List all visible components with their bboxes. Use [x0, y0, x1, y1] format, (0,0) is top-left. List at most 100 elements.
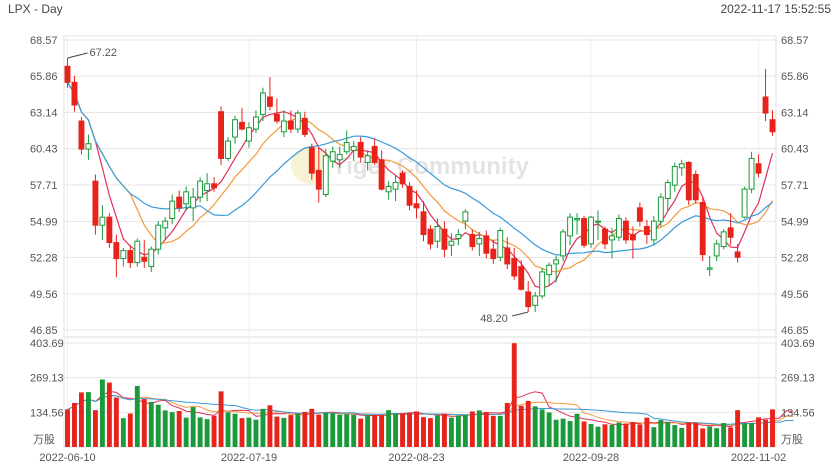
- candle-body: [162, 220, 169, 229]
- candle-body: [211, 183, 218, 189]
- volume-bar: [204, 419, 210, 447]
- volume-tick-right: 134.56: [781, 407, 815, 419]
- candle-body: [497, 230, 504, 258]
- volume-bar: [665, 422, 671, 447]
- volume-bar: [253, 419, 259, 447]
- volume-bar: [428, 418, 433, 447]
- volume-bar: [644, 417, 650, 447]
- volume-bar: [595, 426, 601, 447]
- volume-bar: [686, 422, 692, 447]
- price-tick-left: 68.57: [30, 35, 58, 47]
- volume-ma20-line: [67, 395, 794, 425]
- candle-body: [504, 247, 511, 265]
- candle-body: [406, 185, 413, 206]
- candle-body: [713, 243, 720, 257]
- timestamp-label: 2022-11-17 15:52:55: [720, 2, 831, 16]
- volume-bar: [134, 385, 140, 447]
- volume-tick-right: 269.13: [781, 373, 815, 385]
- volume-bar: [85, 392, 91, 447]
- volume-bar: [553, 419, 559, 447]
- volume-bar: [232, 413, 238, 447]
- volume-bar: [658, 419, 664, 447]
- candle-body: [525, 291, 532, 308]
- price-tick-right: 46.85: [781, 325, 809, 337]
- volume-unit-right: 万股: [781, 433, 803, 446]
- volume-bar: [351, 414, 357, 447]
- candle-body: [518, 266, 525, 290]
- candle-body: [699, 201, 706, 256]
- price-annotations: 67.22 48.20: [67, 47, 529, 325]
- candle-body: [120, 250, 127, 260]
- volume-bar: [539, 409, 545, 447]
- candle-body: [273, 113, 280, 122]
- price-tick-left: 49.56: [30, 289, 58, 301]
- candle-body: [85, 143, 92, 150]
- candle-body: [602, 228, 608, 245]
- volume-bar: [546, 412, 552, 447]
- price-tick-right: 57.71: [781, 180, 809, 192]
- volume-bar: [721, 423, 727, 447]
- volume-bar: [309, 408, 315, 447]
- candle-body: [595, 220, 601, 223]
- price-tick-left: 52.28: [30, 253, 58, 265]
- volume-bar: [448, 417, 454, 447]
- price-tick-right: 54.99: [781, 216, 809, 228]
- volume-bar: [574, 413, 580, 447]
- volume-bar: [162, 410, 168, 447]
- volume-bar: [714, 428, 720, 447]
- candle-body: [246, 127, 252, 142]
- volume-bar: [623, 423, 629, 447]
- volume-bar: [267, 405, 273, 447]
- volume-bar: [92, 410, 98, 447]
- candle-body: [483, 235, 490, 254]
- candle-body: [643, 226, 650, 236]
- volume-bar: [295, 414, 301, 447]
- volume-bar: [302, 411, 308, 447]
- volume-bar: [588, 424, 594, 447]
- candle-body: [287, 120, 294, 130]
- volume-bar: [441, 413, 447, 447]
- price-tick-right: 68.57: [781, 35, 809, 47]
- volume-tick-left: 403.69: [30, 338, 64, 350]
- candle-body: [455, 234, 462, 240]
- volume-bar: [462, 414, 468, 447]
- candle-body: [720, 231, 727, 248]
- candle-body: [127, 250, 134, 264]
- volume-bar: [532, 406, 538, 447]
- volume-bar: [316, 414, 322, 447]
- price-tick-left: 57.71: [30, 180, 58, 192]
- volume-bar: [372, 415, 378, 447]
- candle-body: [371, 145, 378, 163]
- candle-body: [134, 240, 141, 264]
- max-annotation-leader: [67, 52, 88, 59]
- price-tick-right: 63.14: [781, 108, 809, 120]
- date-tick: 2022-07-19: [221, 452, 277, 464]
- candle-body: [141, 256, 148, 262]
- volume-bar: [421, 417, 426, 447]
- ma20-line: [66, 81, 773, 256]
- candle-body: [511, 258, 518, 277]
- volume-bar: [190, 407, 196, 447]
- volume-bar: [455, 415, 461, 447]
- volume-bar: [337, 414, 343, 447]
- candle-body: [727, 227, 734, 238]
- candle-body: [64, 65, 71, 83]
- candle-body: [239, 121, 245, 130]
- volume-bar: [281, 417, 287, 447]
- candle-body: [204, 183, 211, 191]
- volume-bar: [749, 423, 755, 447]
- candle-body: [315, 169, 322, 190]
- candle-body: [622, 220, 629, 241]
- candle-body: [106, 216, 113, 244]
- volume-bar: [735, 410, 741, 447]
- candle-body: [378, 159, 385, 190]
- candle-body: [427, 228, 434, 245]
- volume-bar: [148, 401, 154, 447]
- volume-bar: [435, 415, 440, 447]
- candle-body: [399, 172, 406, 185]
- volume-bar: [386, 410, 392, 447]
- volume-bar: [288, 415, 294, 447]
- candle-body: [588, 216, 594, 245]
- candle-body: [462, 211, 469, 222]
